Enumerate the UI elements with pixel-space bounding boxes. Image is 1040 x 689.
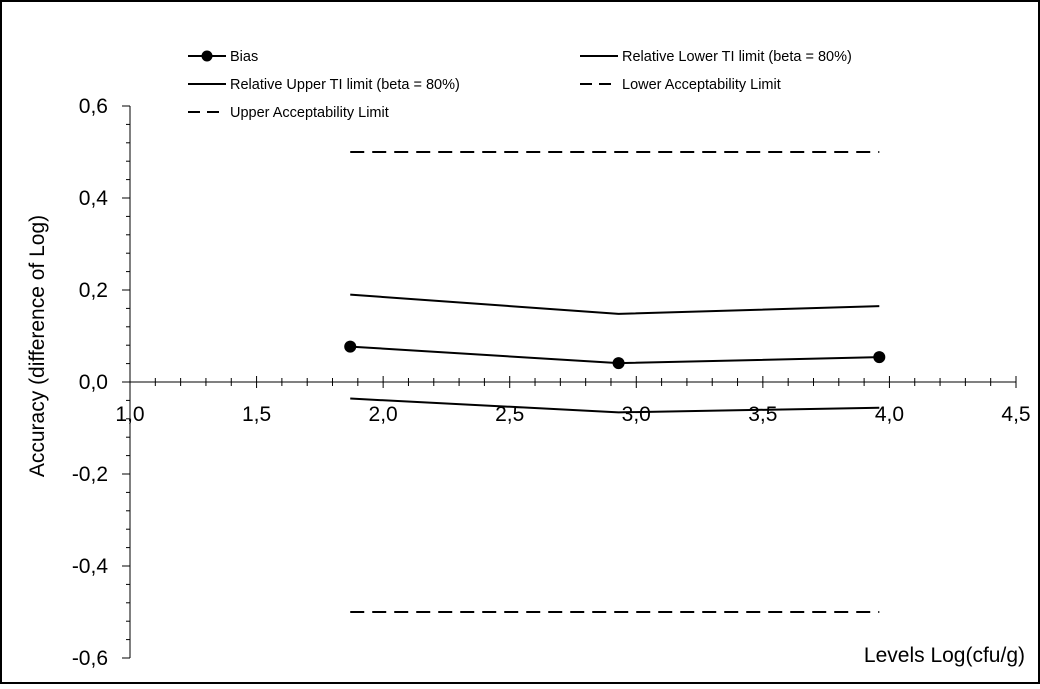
bias-point: [873, 351, 886, 364]
axes: -0,6 -0,4 -0,2 0,0 0,2 0,4 0,6 1,0 1,5 2,0 2,5 3,0 3…: [72, 95, 1031, 670]
x-tick-label: 1,0: [115, 403, 144, 426]
y-tick-label: -0,2: [72, 463, 108, 486]
y-tick-label: 0,4: [79, 187, 109, 210]
series-line-3: [350, 293, 880, 315]
series-line-2: [350, 397, 880, 414]
legend-label: Lower Acceptability Limit: [622, 77, 781, 93]
y-tick-label: 0,0: [79, 371, 108, 394]
y-tick-label: 0,6: [79, 95, 108, 118]
x-tick-label: 3,0: [622, 403, 651, 426]
bias-point: [344, 340, 357, 353]
y-tick-label: -0,6: [72, 647, 108, 670]
legend-label: Relative Upper TI limit (beta = 80%): [230, 77, 460, 93]
x-tick-label: 2,5: [495, 403, 524, 426]
legend-marker: [201, 50, 213, 62]
y-tick-label: -0,4: [72, 555, 109, 578]
series-layer: [344, 151, 886, 613]
legend-label: Relative Lower TI limit (beta = 80%): [622, 49, 852, 65]
bias-point: [612, 357, 625, 370]
x-tick-label: 2,0: [369, 403, 398, 426]
x-tick-label: 3,5: [748, 403, 777, 426]
legend-label: Upper Acceptability Limit: [230, 105, 389, 121]
y-tick-label: 0,2: [79, 279, 108, 302]
legend-label: Bias: [230, 49, 258, 65]
x-axis-title: Levels Log(cfu/g): [864, 644, 1025, 667]
y-axis-title: Accuracy (difference of Log): [26, 215, 49, 477]
legend: Bias Relative Lower TI limit (beta = 80%)…: [188, 49, 852, 121]
x-tick-label: 4,5: [1001, 403, 1030, 426]
x-tick-label: 4,0: [875, 403, 904, 426]
x-tick-label: 1,5: [242, 403, 271, 426]
